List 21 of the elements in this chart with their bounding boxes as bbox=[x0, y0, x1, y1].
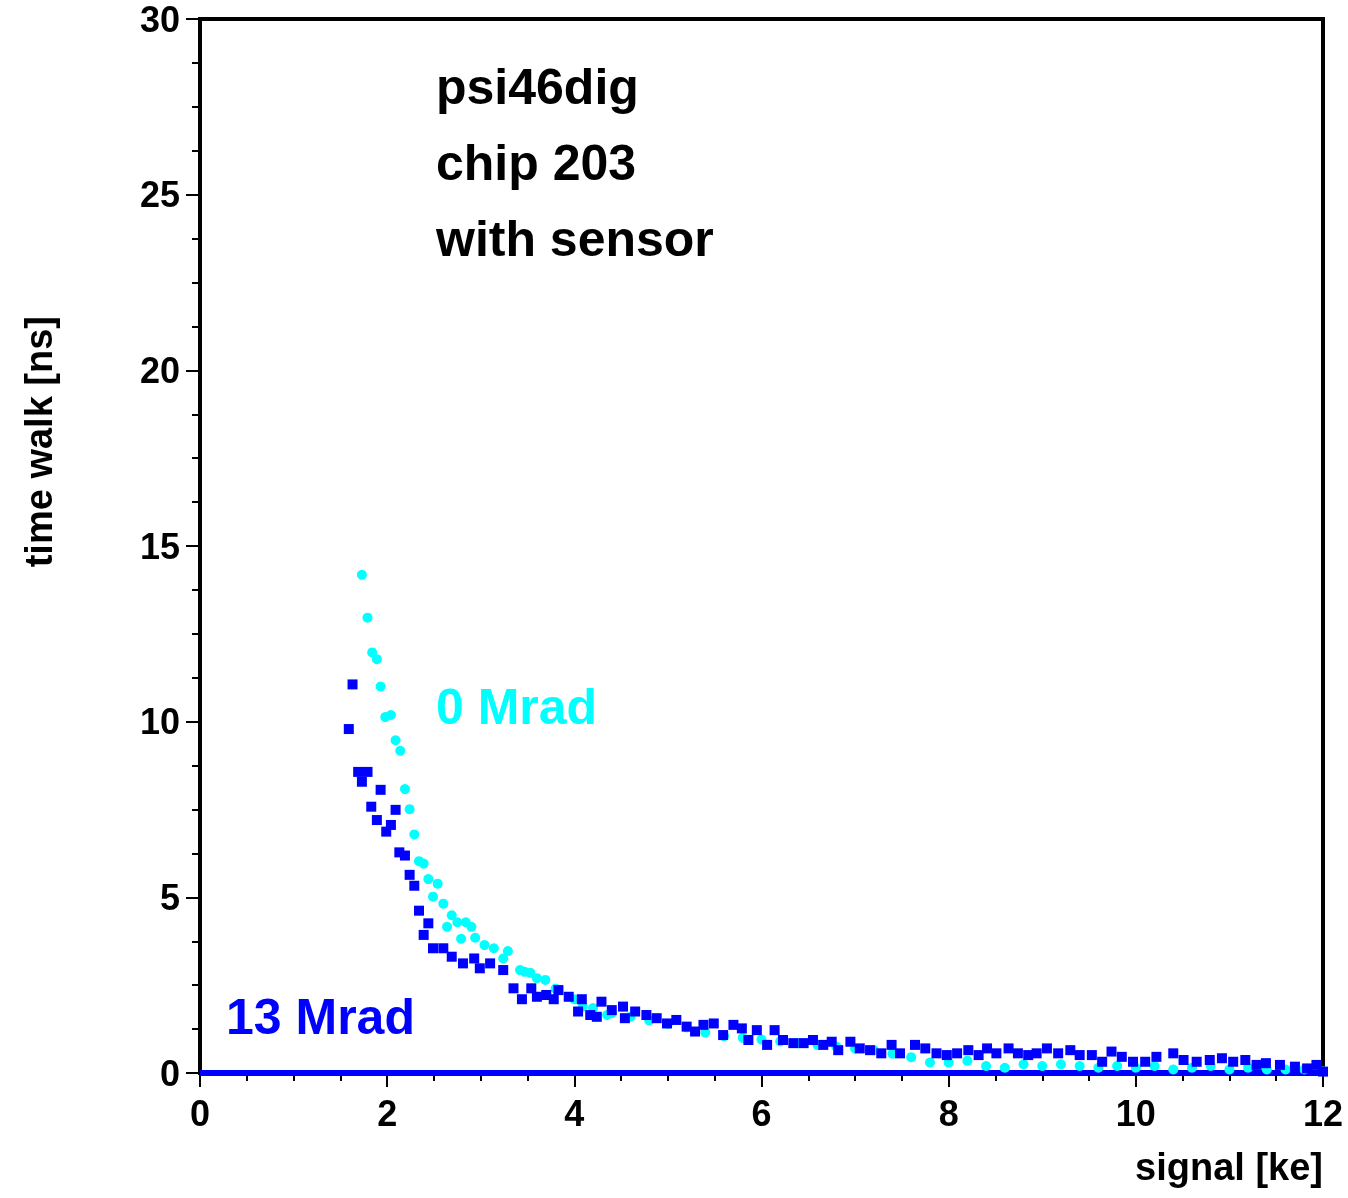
x-tick-label: 0 bbox=[189, 1092, 211, 1134]
y-tick-label: 15 bbox=[139, 525, 180, 567]
y-tick-label: 5 bbox=[159, 876, 180, 918]
annotation: chip 203 bbox=[436, 135, 637, 191]
x-tick-label: 12 bbox=[1302, 1092, 1344, 1134]
x-axis-title: signal [ke] bbox=[1135, 1146, 1324, 1188]
x-tick-label: 2 bbox=[377, 1092, 398, 1134]
y-tick-label: 30 bbox=[139, 0, 180, 40]
y-axis-title: time walk [ns] bbox=[18, 315, 60, 568]
series-label: 13 Mrad bbox=[226, 989, 415, 1045]
y-tick-label: 10 bbox=[139, 701, 180, 743]
y-tick-label: 25 bbox=[139, 174, 180, 216]
y-tick-label: 0 bbox=[159, 1052, 180, 1094]
x-tick-label: 8 bbox=[938, 1092, 959, 1134]
y-tick-label: 20 bbox=[139, 349, 180, 391]
annotation: with sensor bbox=[435, 211, 714, 267]
x-tick-label: 10 bbox=[1115, 1092, 1156, 1134]
series-label: 0 Mrad bbox=[436, 679, 598, 735]
x-tick-label: 6 bbox=[751, 1092, 772, 1134]
annotation: psi46dig bbox=[436, 59, 639, 115]
x-tick-label: 4 bbox=[564, 1092, 585, 1134]
